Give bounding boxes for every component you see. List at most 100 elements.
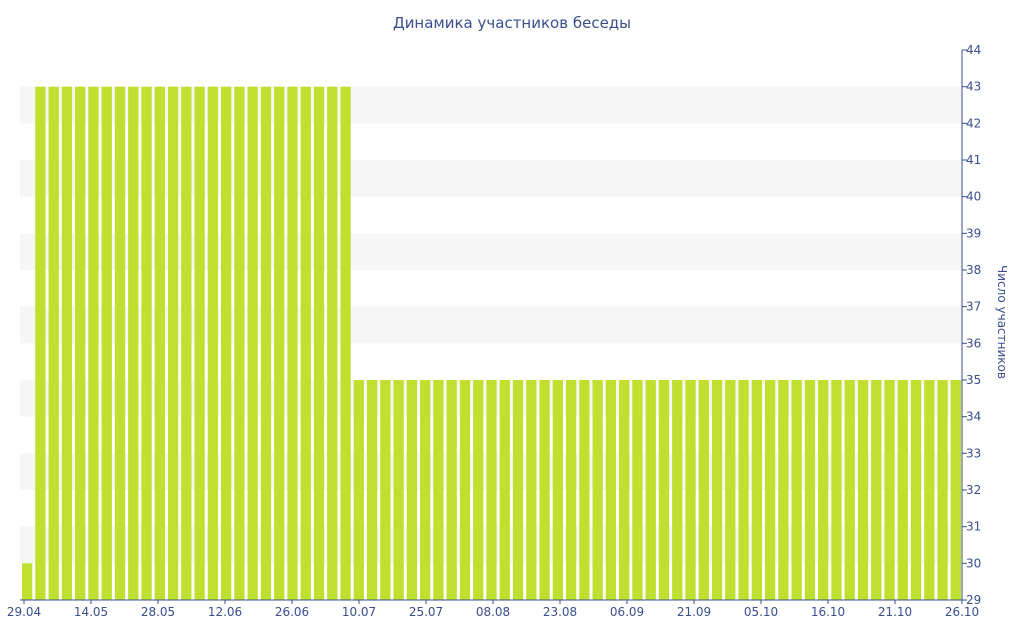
bar: [167, 86, 179, 600]
bar: [274, 86, 285, 600]
bar: [738, 380, 749, 600]
x-tick-label: 28.05: [141, 605, 175, 619]
bar: [101, 86, 112, 600]
bar: [207, 86, 219, 600]
bar: [48, 86, 59, 600]
bar: [619, 380, 630, 600]
x-tick-label: 06.09: [610, 605, 644, 619]
bar: [128, 86, 139, 600]
bar: [871, 380, 882, 600]
bar: [420, 380, 431, 600]
bar: [75, 86, 86, 600]
bar: [88, 86, 99, 600]
bar: [884, 380, 895, 600]
bar: [260, 86, 272, 600]
bar: [818, 380, 829, 600]
x-tick-label: 26.10: [945, 605, 979, 619]
y-tick-label: 44: [966, 43, 981, 57]
y-tick-label: 32: [966, 483, 981, 497]
bar: [406, 380, 418, 600]
bar: [194, 86, 205, 600]
y-tick-label: 40: [966, 190, 981, 204]
bar: [327, 86, 338, 600]
x-tick-label: 25.07: [409, 605, 443, 619]
x-tick-label: 29.04: [7, 605, 41, 619]
y-tick-label: 41: [966, 153, 981, 167]
y-tick-label: 36: [966, 336, 981, 350]
bar: [340, 86, 351, 600]
bar: [672, 380, 683, 600]
y-tick-label: 43: [966, 80, 981, 94]
bar: [433, 380, 444, 600]
bar: [844, 380, 855, 600]
bar: [910, 380, 922, 600]
bar: [287, 86, 298, 600]
x-tick-label: 12.06: [208, 605, 242, 619]
y-tick-label: 29: [966, 593, 981, 607]
bar: [221, 86, 232, 600]
bar: [592, 380, 603, 600]
bar: [366, 380, 378, 600]
bar: [22, 563, 33, 600]
bar: [539, 380, 550, 600]
bar: [605, 380, 617, 600]
bar: [499, 380, 510, 600]
bar: [565, 380, 577, 600]
y-tick-label: 33: [966, 446, 981, 460]
x-tick-label: 10.07: [342, 605, 376, 619]
bar: [181, 86, 192, 600]
y-tick-label: 39: [966, 226, 981, 240]
y-axis-label: Число участников: [995, 265, 1009, 379]
bar: [353, 380, 364, 600]
bar: [61, 86, 73, 600]
bar: [473, 380, 484, 600]
bar: [579, 380, 590, 600]
x-tick-label: 08.08: [476, 605, 510, 619]
chart-title: Динамика участников беседы: [392, 14, 632, 32]
bar: [897, 380, 908, 600]
bar: [632, 380, 643, 600]
bar: [857, 380, 869, 600]
bar: [791, 380, 802, 600]
bar: [831, 380, 842, 600]
bar: [804, 380, 816, 600]
bar: [698, 380, 709, 600]
bar: [114, 86, 126, 600]
y-tick-label: 37: [966, 300, 981, 314]
bar: [658, 380, 670, 600]
y-tick-label: 38: [966, 263, 981, 277]
bar: [950, 380, 961, 600]
y-tick-label: 31: [966, 520, 981, 534]
bar: [313, 86, 325, 600]
x-tick-label: 21.09: [677, 605, 711, 619]
bar: [552, 380, 563, 600]
bar: [234, 86, 245, 600]
bar: [685, 380, 696, 600]
y-tick-label: 34: [966, 410, 981, 424]
bar: [751, 380, 762, 600]
bar: [380, 380, 391, 600]
bar: [247, 86, 258, 600]
x-tick-label: 16.10: [811, 605, 845, 619]
x-tick-label: 21.10: [878, 605, 912, 619]
bar: [645, 380, 656, 600]
x-tick-label: 14.05: [74, 605, 108, 619]
x-tick-label: 23.08: [543, 605, 577, 619]
y-tick-label: 42: [966, 116, 981, 130]
bar: [937, 380, 948, 600]
bar: [764, 380, 776, 600]
bar: [778, 380, 789, 600]
bar: [446, 380, 457, 600]
bar: [141, 86, 152, 600]
y-tick-label: 35: [966, 373, 981, 387]
bar: [35, 86, 46, 600]
bar: [725, 380, 736, 600]
bar: [393, 380, 404, 600]
bar: [924, 380, 935, 600]
x-tick-label: 05.10: [744, 605, 778, 619]
x-tick-label: 26.06: [275, 605, 309, 619]
bar: [154, 86, 165, 600]
y-tick-label: 30: [966, 556, 981, 570]
